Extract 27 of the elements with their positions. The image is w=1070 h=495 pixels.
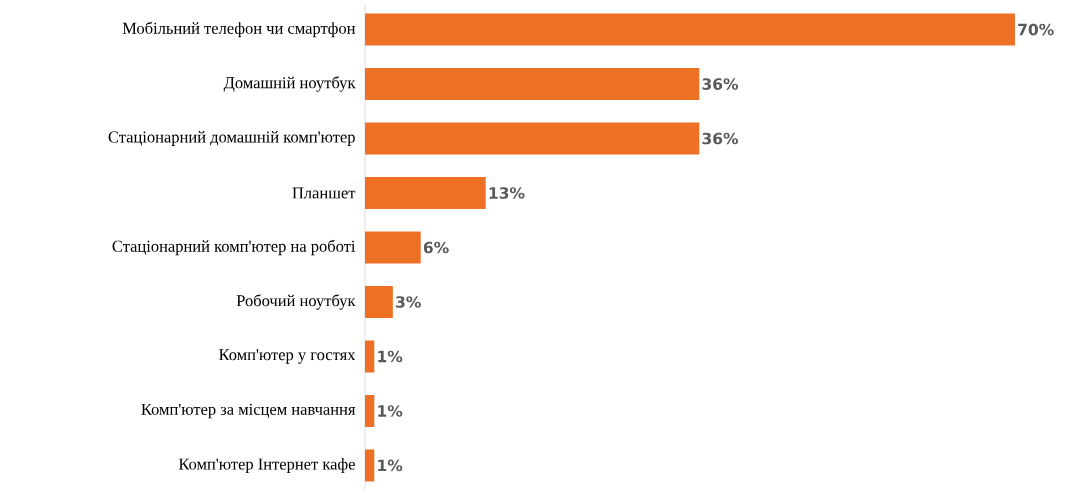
data-label: 1% — [378, 459, 403, 472]
data-label: 36% — [702, 132, 739, 145]
y-tick-label: Робочий ноутбук — [236, 294, 356, 310]
data-label: 3% — [396, 296, 421, 308]
bar — [365, 394, 375, 427]
data-label: 1% — [378, 405, 403, 417]
data-label: 6% — [423, 241, 449, 254]
bar — [365, 231, 421, 264]
bar — [365, 340, 375, 373]
bar — [365, 285, 393, 318]
bar — [365, 449, 375, 482]
data-label: 13% — [489, 187, 525, 199]
bar — [365, 177, 486, 209]
data-label: 70% — [1018, 23, 1054, 36]
y-tick-label: Комп'ютер Інтернет кафе — [178, 457, 355, 473]
bar — [365, 122, 700, 155]
y-tick-label: Комп'ютер у гостях — [219, 349, 356, 364]
y-tick-label: Мобільний телефон чи смартфон — [122, 21, 356, 38]
bar — [365, 13, 1015, 46]
y-tick-label: Планшет — [292, 187, 356, 199]
data-label: 1% — [378, 350, 403, 363]
y-tick-label: Стаціонарний комп'ютер на роботі — [112, 239, 356, 256]
y-tick-label: Стаціонарний домашній комп'ютер — [108, 131, 355, 146]
y-tick-label: Комп'ютер за місцем навчання — [141, 403, 356, 419]
bar — [365, 68, 700, 101]
y-tick-label: Домашній ноутбук — [223, 76, 356, 92]
data-label: 36% — [702, 78, 739, 90]
